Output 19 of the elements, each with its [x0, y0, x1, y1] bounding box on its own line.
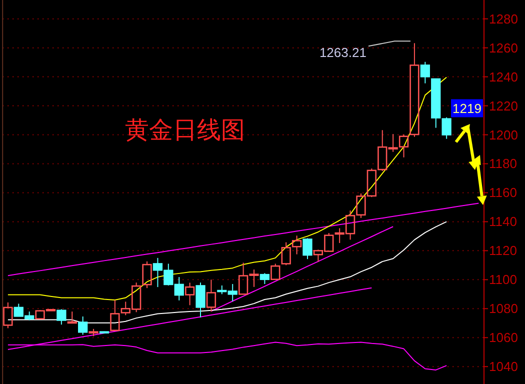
y-tick-label: 1100: [489, 272, 517, 288]
text: 黄金日线图: [125, 116, 245, 144]
y-tick-label: 1280: [489, 11, 518, 26]
y-tick-label: 1060: [489, 330, 518, 346]
y-tick-label: 1220: [489, 98, 518, 114]
annotation: 1263.21: [319, 45, 366, 60]
y-tick-label: 1040: [489, 359, 518, 374]
y-tick-label: 1240: [489, 69, 518, 84]
y-tick-label: 1080: [489, 301, 518, 316]
y-tick-label: 1180: [489, 156, 517, 172]
y-tick-label: 1120: [489, 243, 517, 258]
candlestick: [184, 282, 195, 306]
annotation: 1219: [452, 101, 482, 116]
y-tick-label: 1140: [489, 214, 517, 230]
line-series: [210, 226, 394, 312]
y-tick-label: 1160: [489, 185, 517, 200]
y-tick-label: 1200: [489, 127, 518, 142]
y-tick-label: 1260: [489, 40, 518, 56]
line-series: [7, 76, 448, 300]
